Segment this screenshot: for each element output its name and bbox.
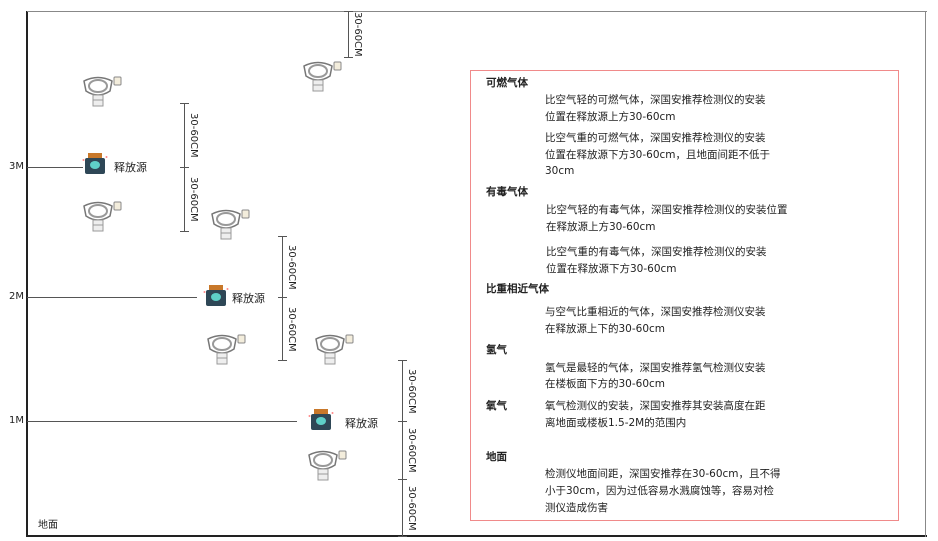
dimension-tick bbox=[398, 536, 407, 537]
dimension-tick bbox=[278, 360, 287, 361]
level-2m-label: 2M bbox=[9, 291, 24, 302]
dimension-tick bbox=[180, 103, 189, 104]
dimension-line bbox=[402, 479, 403, 536]
dimension-line bbox=[282, 297, 283, 360]
dimension-tick bbox=[278, 297, 287, 298]
note-line: 30cm bbox=[545, 165, 575, 177]
note-line: 离地面或楼板1.5-2M的范围内 bbox=[545, 417, 687, 429]
dimension-label: 30-60CM bbox=[352, 12, 363, 57]
dimension-line bbox=[348, 11, 349, 57]
note-line: 比空气重的可燃气体，深国安推荐检测仪的安装 bbox=[545, 132, 766, 144]
level-3m-line bbox=[27, 167, 83, 168]
source-label-1m: 释放源 bbox=[345, 417, 378, 430]
note-line: 位置在释放源下方30-60cm，且地面间距不低于 bbox=[545, 149, 771, 161]
note-line: 氢气是最轻的气体，深国安推荐氢气检测仪安装 bbox=[545, 362, 766, 374]
note-line: 测仪造成伤害 bbox=[545, 502, 608, 514]
dimension-label: 30-60CM bbox=[188, 113, 199, 158]
dimension-label: 30-60CM bbox=[188, 177, 199, 222]
note-line: 在楼板面下方的30-60cm bbox=[545, 378, 666, 390]
note-line: 在释放源上方30-60cm bbox=[546, 221, 656, 233]
note-line: 氧气检测仪的安装，深国安推荐其安装高度在距 bbox=[545, 400, 766, 412]
source-label-3m: 释放源 bbox=[114, 161, 147, 174]
level-2m-line bbox=[27, 297, 197, 298]
note-line: 位置在释放源下方30-60cm bbox=[546, 263, 677, 275]
right-edge-line bbox=[925, 11, 926, 537]
dimension-tick bbox=[180, 167, 189, 168]
gas-detector-icon bbox=[300, 60, 342, 96]
gas-detector-icon bbox=[80, 75, 122, 111]
ground-label: 地面 bbox=[38, 520, 58, 531]
dimension-line bbox=[402, 421, 403, 479]
dimension-label: 30-60CM bbox=[406, 485, 417, 531]
release-source-icon-3m bbox=[82, 152, 108, 180]
source-label-2m: 释放源 bbox=[232, 292, 265, 305]
dimension-label: 30-60CM bbox=[286, 244, 297, 290]
level-1m-line bbox=[27, 421, 297, 422]
heading-similar: 比重相近气体 bbox=[486, 283, 549, 295]
note-line: 在释放源上下的30-60cm bbox=[545, 323, 666, 335]
dimension-label: 30-60CM bbox=[286, 306, 297, 352]
level-1m-label: 1M bbox=[9, 415, 24, 426]
note-line: 比空气轻的有毒气体，深国安推荐检测仪的安装位置 bbox=[546, 204, 788, 216]
dimension-line bbox=[402, 360, 403, 421]
gas-detector-icon bbox=[204, 333, 246, 369]
gas-detector-icon bbox=[208, 208, 250, 244]
note-line: 比空气轻的可燃气体，深国安推荐检测仪的安装 bbox=[545, 94, 766, 106]
dimension-label: 30-60CM bbox=[406, 368, 417, 414]
release-source-icon-1m bbox=[308, 408, 334, 436]
note-line: 小于30cm，因为过低容易水溅腐蚀等，容易对检 bbox=[545, 485, 774, 497]
gas-detector-icon bbox=[80, 200, 122, 236]
heading-toxic: 有毒气体 bbox=[486, 186, 528, 198]
heading-hydrogen: 氢气 bbox=[486, 344, 507, 356]
dimension-tick bbox=[180, 231, 189, 232]
note-line: 比空气重的有毒气体，深国安推荐检测仪的安装 bbox=[546, 246, 767, 258]
wall-line bbox=[26, 11, 28, 537]
note-line: 与空气比重相近的气体，深国安推荐检测仪安装 bbox=[545, 306, 766, 318]
dimension-tick bbox=[278, 236, 287, 237]
dimension-tick bbox=[398, 360, 407, 361]
level-3m-label: 3M bbox=[9, 161, 24, 172]
dimension-label: 30-60CM bbox=[406, 428, 417, 473]
dimension-tick bbox=[344, 57, 353, 58]
heading-flammable: 可燃气体 bbox=[486, 77, 528, 89]
dimension-tick bbox=[344, 11, 353, 12]
gas-detector-icon bbox=[312, 333, 354, 369]
gas-detector-icon bbox=[305, 449, 347, 485]
notes-panel bbox=[470, 70, 899, 521]
note-line: 位置在释放源上方30-60cm bbox=[545, 111, 676, 123]
heading-oxygen: 氧气 bbox=[486, 400, 507, 412]
dimension-tick bbox=[398, 479, 407, 480]
dimension-line bbox=[282, 236, 283, 297]
dimension-line bbox=[184, 167, 185, 231]
release-source-icon-2m bbox=[203, 284, 229, 312]
ceiling-line bbox=[27, 11, 927, 12]
dimension-line bbox=[184, 103, 185, 167]
dimension-tick bbox=[398, 421, 407, 422]
note-line: 检测仪地面间距，深国安推荐在30-60cm，且不得 bbox=[545, 468, 781, 480]
heading-ground: 地面 bbox=[486, 451, 507, 463]
ground-line bbox=[27, 535, 927, 537]
